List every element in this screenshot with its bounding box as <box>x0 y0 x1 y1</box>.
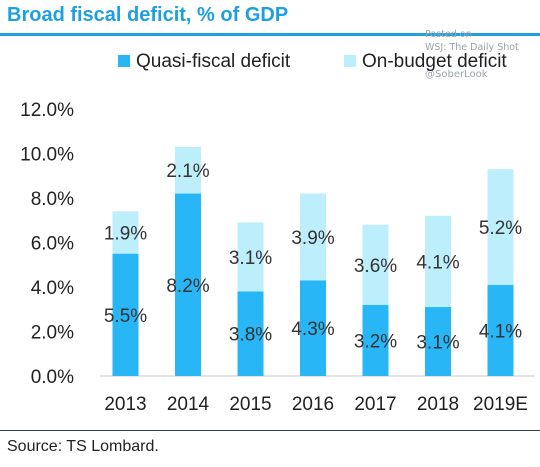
x-tick-label: 2019E <box>473 394 528 415</box>
data-label: 3.6% <box>354 256 397 277</box>
bar-quasi-fiscal-2018 <box>425 307 451 376</box>
data-label: 3.2% <box>354 331 397 352</box>
title-rule <box>0 33 540 36</box>
data-label: 4.3% <box>291 319 334 340</box>
source-note: Source: TS Lombard. <box>7 438 159 455</box>
y-tick-label: 12.0% <box>20 100 74 121</box>
x-tick-label: 2014 <box>167 394 210 415</box>
x-tick-label: 2013 <box>104 394 146 415</box>
legend-swatch-1 <box>118 55 130 67</box>
bar-quasi-fiscal-2015 <box>237 291 264 376</box>
data-label: 3.8% <box>229 325 272 346</box>
data-label: 4.1% <box>479 321 522 342</box>
bar-quasi-fiscal-2014 <box>175 193 201 376</box>
legend-label-1: Quasi-fiscal deficit <box>136 51 291 72</box>
y-tick-label: 4.0% <box>31 278 74 299</box>
watermark: Posted on WSJ: The Daily Shot @SoberLook <box>425 29 519 82</box>
legend-swatch-2 <box>344 55 356 67</box>
data-label: 2.1% <box>166 161 209 182</box>
bar-quasi-fiscal-2017 <box>362 304 389 376</box>
legend-label-2: On-budget deficit <box>362 51 507 72</box>
data-label: 5.5% <box>104 306 147 327</box>
y-tick-label: 6.0% <box>31 234 74 255</box>
chart-title: Broad fiscal deficit, % of GDP <box>7 4 289 26</box>
x-tick-label: 2018 <box>417 394 459 415</box>
y-tick-label: 10.0% <box>20 145 74 166</box>
x-tick-label: 2016 <box>292 394 334 415</box>
bar-on-budget-2018 <box>425 215 451 308</box>
bar-on-budget-2019E <box>487 169 514 285</box>
y-tick-label: 2.0% <box>31 323 74 344</box>
x-tick-label: 2015 <box>229 394 271 415</box>
bar-chart: Quasi-fiscal deficit On-budget deficit 0.0… <box>20 51 535 415</box>
x-tick-label: 2017 <box>354 394 396 415</box>
bar-quasi-fiscal-2016 <box>300 280 326 376</box>
data-label: 4.1% <box>416 252 459 273</box>
bar-on-budget-2015 <box>237 222 264 292</box>
data-label: 3.9% <box>291 228 334 249</box>
data-label: 5.2% <box>479 218 522 239</box>
bar-on-budget-2013 <box>112 211 139 254</box>
data-label: 3.1% <box>229 248 272 269</box>
bar-quasi-fiscal-2019E <box>487 284 514 376</box>
watermark-handle: @SoberLook <box>425 69 488 80</box>
bar-quasi-fiscal-2013 <box>112 253 139 376</box>
data-label: 3.1% <box>416 333 459 354</box>
footer-rule <box>0 430 540 431</box>
bar-on-budget-2014 <box>175 146 201 194</box>
watermark-source: WSJ: The Daily Shot <box>425 41 519 53</box>
watermark-posted-on: Posted on <box>425 29 472 40</box>
y-tick-label: 8.0% <box>31 189 74 210</box>
bar-on-budget-2017 <box>362 224 389 305</box>
data-label: 8.2% <box>166 276 209 297</box>
bar-on-budget-2016 <box>300 193 326 281</box>
data-label: 1.9% <box>104 223 147 244</box>
y-tick-label: 0.0% <box>31 367 74 388</box>
